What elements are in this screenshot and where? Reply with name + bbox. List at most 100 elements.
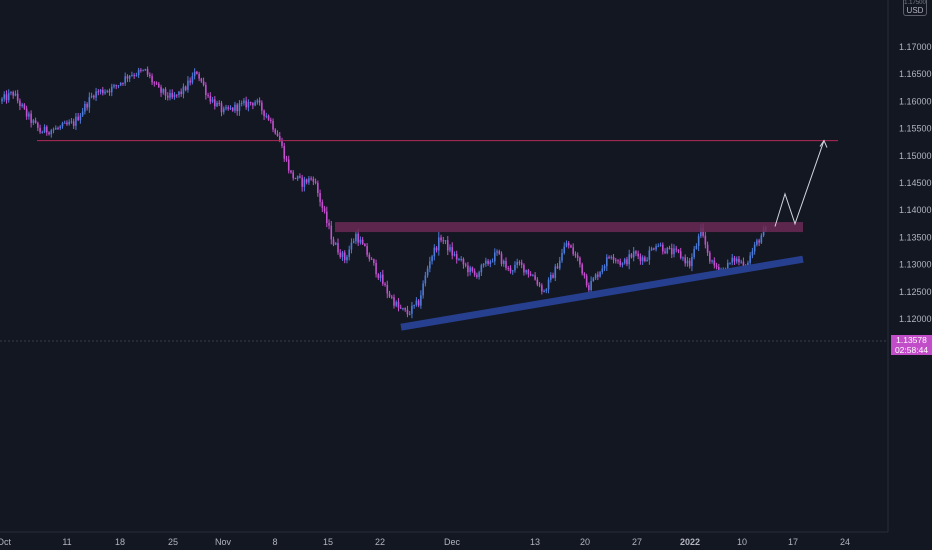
candle-body bbox=[375, 262, 377, 275]
candle-body bbox=[666, 247, 669, 254]
candle-body bbox=[364, 244, 366, 247]
candle-body bbox=[95, 91, 97, 98]
candle-body bbox=[330, 225, 333, 240]
candle-body bbox=[760, 235, 763, 243]
candle-body bbox=[440, 237, 442, 241]
candle-body bbox=[614, 259, 617, 261]
candle-body bbox=[756, 240, 758, 245]
time-tick-label: 27 bbox=[632, 537, 642, 547]
candle-body bbox=[653, 248, 655, 250]
price-tick-label: 1.15500 bbox=[899, 124, 932, 134]
candle-body bbox=[697, 236, 700, 246]
candle-body bbox=[507, 267, 510, 269]
candle-body bbox=[79, 115, 82, 121]
candle-body bbox=[209, 95, 212, 102]
candle-body bbox=[352, 241, 355, 243]
candle-body bbox=[397, 301, 400, 308]
candle-body bbox=[236, 104, 238, 112]
candle-body bbox=[655, 246, 657, 250]
candle-body bbox=[612, 256, 615, 260]
price-tick-label: 1.14000 bbox=[899, 205, 932, 215]
candle-body bbox=[151, 76, 153, 83]
time-tick-label: 24 bbox=[840, 537, 850, 547]
candle-body bbox=[695, 245, 698, 249]
candle-body bbox=[339, 252, 342, 257]
candle-body bbox=[252, 103, 254, 106]
candle-body bbox=[480, 265, 483, 273]
candle-body bbox=[467, 265, 469, 273]
candle-body bbox=[583, 273, 586, 276]
candle-body bbox=[670, 248, 673, 255]
candle-body bbox=[1, 98, 3, 102]
candle-body bbox=[135, 75, 138, 77]
candle-body bbox=[220, 103, 223, 113]
candle-body bbox=[128, 75, 131, 79]
candle-body bbox=[751, 251, 754, 256]
candle-body bbox=[267, 115, 270, 120]
last-price-value: 1.13578 bbox=[896, 335, 927, 345]
time-tick-label: 25 bbox=[168, 537, 178, 547]
candles bbox=[1, 66, 767, 319]
candle-body bbox=[287, 159, 290, 171]
candle-body bbox=[413, 304, 415, 306]
candle-body bbox=[453, 254, 456, 256]
candle-body bbox=[608, 257, 610, 259]
candle-body bbox=[162, 89, 165, 93]
candle-body bbox=[619, 261, 622, 265]
candle-body bbox=[659, 244, 662, 246]
resistance-zone[interactable] bbox=[335, 222, 803, 233]
candle-body bbox=[621, 263, 624, 265]
candle-body bbox=[606, 257, 608, 267]
time-tick-label: 8 bbox=[272, 537, 277, 547]
candle-body bbox=[630, 254, 633, 258]
candle-body bbox=[68, 122, 70, 125]
time-tick-label: 17 bbox=[788, 537, 798, 547]
candle-body bbox=[357, 233, 359, 243]
candle-body bbox=[59, 126, 62, 129]
price-tick-label: 1.12500 bbox=[899, 287, 932, 297]
candle-body bbox=[543, 290, 545, 292]
projection-path[interactable] bbox=[774, 140, 825, 227]
candle-body bbox=[691, 257, 693, 267]
candle-body bbox=[603, 266, 606, 269]
candle-body bbox=[146, 69, 149, 75]
candle-body bbox=[733, 257, 736, 262]
currency-label[interactable]: 1.17500 USD bbox=[903, 0, 927, 16]
candle-body bbox=[538, 284, 541, 286]
candle-body bbox=[137, 69, 140, 76]
candle-body bbox=[572, 247, 574, 254]
candle-body bbox=[704, 235, 707, 245]
candle-body bbox=[505, 260, 507, 268]
candle-body bbox=[229, 107, 232, 109]
candle-body bbox=[323, 208, 326, 212]
candle-body bbox=[12, 92, 14, 96]
candle-body bbox=[258, 100, 261, 103]
candle-body bbox=[7, 93, 10, 101]
price-tick-label: 1.16500 bbox=[899, 69, 932, 79]
candle-body bbox=[348, 249, 350, 257]
time-axis[interactable]: Oct 11 18 25 Nov 8 15 22 Dec 13 20 27 2022 10 17 24 bbox=[0, 537, 850, 547]
candle-body bbox=[610, 256, 613, 258]
candle-body bbox=[305, 179, 308, 183]
candle-body bbox=[700, 227, 702, 237]
candle-body bbox=[561, 252, 563, 261]
candle-body bbox=[632, 251, 635, 258]
candle-body bbox=[424, 275, 427, 284]
candle-body bbox=[726, 262, 729, 272]
candle-body bbox=[88, 97, 91, 108]
candle-body bbox=[422, 283, 424, 296]
candle-body bbox=[388, 293, 391, 297]
candle-body bbox=[81, 111, 84, 116]
candle-body bbox=[514, 264, 516, 271]
candle-body bbox=[355, 233, 357, 242]
candle-body bbox=[626, 259, 628, 265]
candle-body bbox=[547, 279, 550, 290]
candle-body bbox=[599, 272, 601, 277]
candle-body bbox=[14, 93, 17, 96]
candle-body bbox=[379, 274, 382, 279]
candle-body bbox=[673, 248, 675, 255]
ascending-support-line[interactable] bbox=[400, 255, 804, 331]
candle-body bbox=[285, 158, 288, 160]
